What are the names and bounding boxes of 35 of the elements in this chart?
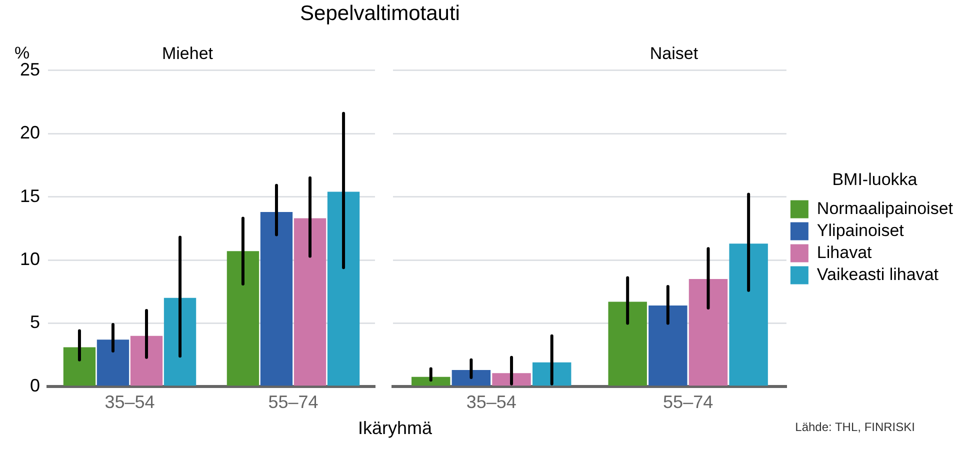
chart-subtitle: Miehet	[162, 44, 214, 63]
bar	[412, 376, 450, 386]
y-tick-label: 20	[20, 122, 40, 143]
x-tick-label: 35–54	[466, 392, 516, 412]
y-tick-label: 0	[30, 375, 40, 396]
bar	[260, 212, 293, 386]
x-tick-label: 55–74	[663, 392, 714, 412]
bar	[729, 244, 768, 386]
bar	[688, 278, 728, 386]
x-tick-label: 35–54	[104, 392, 155, 412]
bar	[130, 336, 163, 386]
text: Lähde: THL, FINRISKI	[795, 420, 915, 434]
x-axis-title: Ikäryhmä	[356, 418, 434, 439]
chart-subtitle: Naiset	[650, 44, 698, 63]
bar	[294, 218, 326, 386]
legend-label: Vaikeasti lihavat	[816, 264, 939, 284]
bar	[608, 302, 647, 386]
bar	[63, 347, 96, 386]
chart-title: Sepelvaltimotauti	[299, 2, 461, 26]
bar	[492, 373, 531, 386]
bar	[164, 298, 196, 386]
bar	[327, 192, 360, 386]
legend-title: BMI-luokka	[832, 170, 918, 189]
legend-label: Normaalipainoiset	[816, 198, 954, 218]
bar	[452, 370, 491, 386]
legend-label: Lihavat	[816, 242, 872, 262]
x-tick-label: 55–74	[268, 392, 318, 412]
y-tick-label: 5	[30, 312, 40, 332]
y-tick-label: 10	[20, 248, 40, 269]
legend-label: Ylipainoiset	[816, 220, 904, 240]
bar	[648, 306, 688, 386]
y-tick-label: 15	[20, 186, 40, 206]
bar	[96, 340, 130, 386]
bar	[226, 251, 260, 386]
bar	[532, 362, 572, 386]
